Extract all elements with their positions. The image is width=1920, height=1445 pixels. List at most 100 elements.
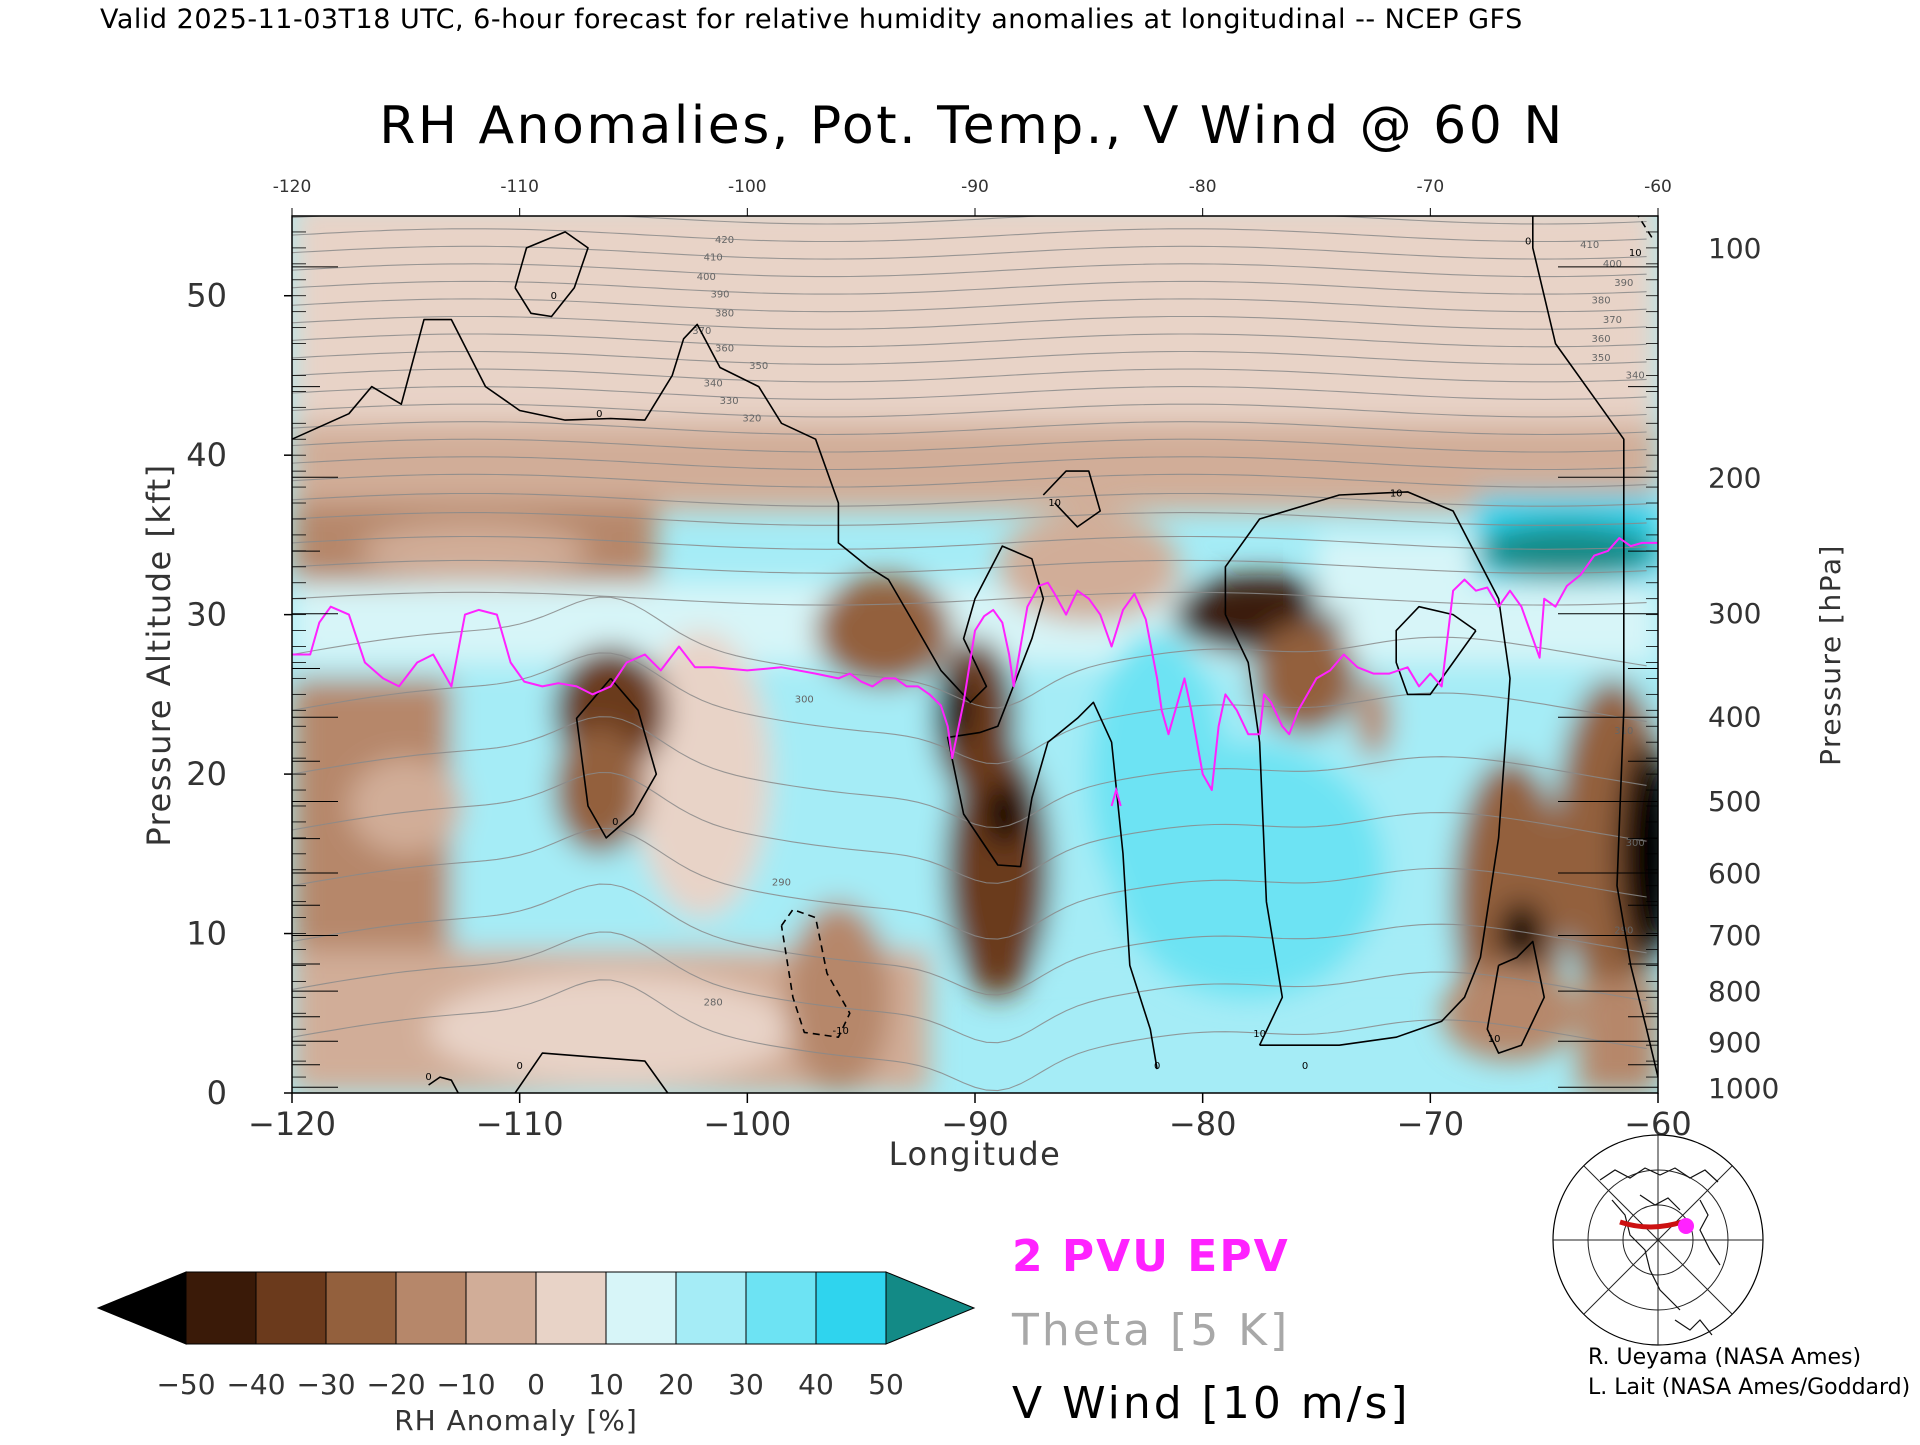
x-axis-label: Longitude [889,1135,1062,1173]
y-left-tick-label: 30 [186,596,227,634]
colorbar-tick-label: −40 [226,1368,285,1401]
v-wind-contour-label: 0 [612,817,618,828]
theta-contour [292,315,1647,330]
y-right-tick-label: 600 [1708,857,1761,890]
theta-contour-label: 380 [715,308,734,319]
field-patch [997,510,1180,623]
colorbar-segment [395,1271,467,1345]
v-wind-contour [1395,605,1477,696]
theta-contour [292,596,1647,709]
colorbar-segment [605,1271,677,1345]
v-wind-contour [514,231,589,318]
x-top-tick-label: -110 [500,177,539,197]
legend-vwind: V Wind [10 m/s] [1012,1378,1411,1429]
locator-map [1552,1134,1764,1346]
theta-contour-label: 370 [1603,315,1622,326]
theta-contour [292,652,1647,765]
theta-contour [292,386,1647,400]
theta-contour [292,492,1647,507]
x-tick-label: −120 [248,1105,336,1143]
v-wind-contour-label: 0 [425,1072,431,1083]
theta-contour-label: 320 [742,414,761,425]
x-top-tick-label: -60 [1644,177,1672,197]
colorbar: −50 −40 −30 −20 −10 0 10 20 30 40 50 [96,1271,976,1401]
field-patch [428,973,793,1086]
x-top-tick-label: -70 [1416,177,1444,197]
credit-line-1: R. Ueyama (NASA Ames) [1588,1345,1861,1370]
y-right-tick-label: 800 [1708,975,1761,1008]
theta-contour-label: 390 [710,289,729,300]
theta-contour-label: 360 [1592,334,1611,345]
theta-contour [292,263,1647,278]
axes: −120-120−110-110−100-100−90-90−80-80−70-… [186,177,1779,1143]
map-coastlines [1599,1167,1721,1336]
y-right-tick-label: 1000 [1708,1072,1779,1105]
colorbar-tick-label: −30 [296,1368,355,1401]
y-right-tick-label: 700 [1708,919,1761,952]
y-right-tick-label: 400 [1708,701,1761,734]
v-wind-contour [514,1052,669,1093]
x-top-tick-label: -100 [728,177,767,197]
colorbar-segment [675,1271,747,1345]
colorbar-tick-label: −50 [156,1368,215,1401]
rh-anomaly-field [292,216,1658,1093]
theta-contour [292,771,1647,884]
v-wind-contour [780,908,851,1038]
field-patch [360,522,588,580]
colorbar-segment [815,1271,887,1345]
x-tick-label: −100 [703,1105,791,1143]
field-blobs [292,216,1658,1093]
v-wind-contour-label: -10 [833,1026,849,1037]
credit-line-2: L. Lait (NASA Ames/Goddard) [1588,1375,1910,1400]
theta-contour [292,403,1647,418]
theta-contour [292,456,1647,471]
x-tick-label: −80 [1169,1105,1237,1143]
theta-contour-label: 340 [1626,371,1645,382]
theta-contour-label: 390 [1614,278,1633,289]
theta-contour-label: 330 [720,396,739,407]
y-right-tick-label: 500 [1708,785,1761,818]
theta-contour [292,827,1647,940]
theta-contour [292,280,1647,295]
field-patch [984,782,1026,846]
theta-contour [292,245,1647,260]
v-wind-contour-label: 10 [1048,498,1061,509]
theta-contour [292,559,1647,574]
theta-contour-label: 400 [1603,259,1622,270]
epv-fragment [1110,786,1122,807]
y-left-tick-label: 10 [186,915,227,953]
field-patch [633,630,771,918]
theta-contour [292,591,1647,606]
plot-area: 4204104003903803703603503403303203002902… [291,215,1659,1094]
theta-contour-label: 380 [1592,296,1611,307]
theta-contour [292,883,1647,996]
field-patch [1316,534,1476,615]
field-patch [1578,981,1658,1093]
legend-theta: Theta [5 K] [1011,1305,1290,1356]
x-top-tick-label: -120 [273,177,312,197]
theta-contour-label: 360 [715,344,734,355]
y-left-tick-label: 0 [207,1074,227,1112]
field-patch [348,758,463,854]
theta-contour-label: 350 [749,361,768,372]
field-patch [786,901,891,1093]
theta-contour [292,368,1647,383]
colorbar-tick-label: 10 [588,1368,624,1401]
field-patch [945,742,1051,998]
theta-contour-label: 300 [1626,838,1645,849]
y-axis-label-left: Pressure Altitude [kft] [140,463,178,846]
v-wind-contour [1486,940,1545,1054]
theta-contours: 4204104003903803703603503403303203002902… [292,216,1647,1092]
y-left-tick-label: 50 [186,277,227,315]
y-right-tick-label: 100 [1708,232,1761,265]
v-wind-contours: 0 0 0 10 10 0 10 -10 10 0 0 0 0 10 [292,216,1658,1093]
colorbar-tick-label: 20 [658,1368,694,1401]
map-cross-section-line [1619,1219,1683,1230]
theta-contour-label: 410 [1580,240,1599,251]
theta-contour [292,473,1647,488]
v-wind-contour-label: 10 [1629,248,1642,259]
theta-contour-label: 310 [1614,726,1633,737]
v-wind-contour [575,677,658,839]
v-wind-contour [428,1076,459,1093]
legend-epv: 2 PVU EPV [1012,1231,1290,1282]
